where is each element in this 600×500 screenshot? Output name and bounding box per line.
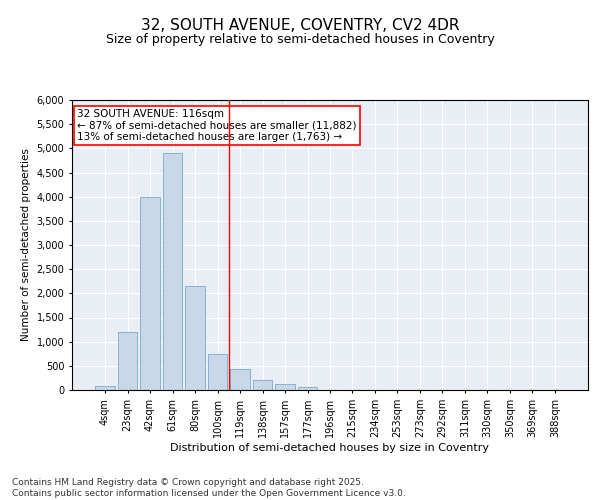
- Bar: [140, 196, 160, 390]
- Text: 32, SOUTH AVENUE, COVENTRY, CV2 4DR: 32, SOUTH AVENUE, COVENTRY, CV2 4DR: [141, 18, 459, 32]
- Bar: [185, 286, 205, 390]
- Bar: [118, 332, 137, 390]
- Bar: [208, 354, 227, 390]
- Bar: [275, 384, 295, 390]
- Y-axis label: Number of semi-detached properties: Number of semi-detached properties: [21, 148, 31, 342]
- Bar: [95, 386, 115, 390]
- Bar: [298, 387, 317, 390]
- Bar: [230, 369, 250, 390]
- Text: Size of property relative to semi-detached houses in Coventry: Size of property relative to semi-detach…: [106, 32, 494, 46]
- Text: Contains HM Land Registry data © Crown copyright and database right 2025.
Contai: Contains HM Land Registry data © Crown c…: [12, 478, 406, 498]
- X-axis label: Distribution of semi-detached houses by size in Coventry: Distribution of semi-detached houses by …: [170, 442, 490, 452]
- Bar: [163, 153, 182, 390]
- Bar: [253, 380, 272, 390]
- Text: 32 SOUTH AVENUE: 116sqm
← 87% of semi-detached houses are smaller (11,882)
13% o: 32 SOUTH AVENUE: 116sqm ← 87% of semi-de…: [77, 108, 356, 142]
